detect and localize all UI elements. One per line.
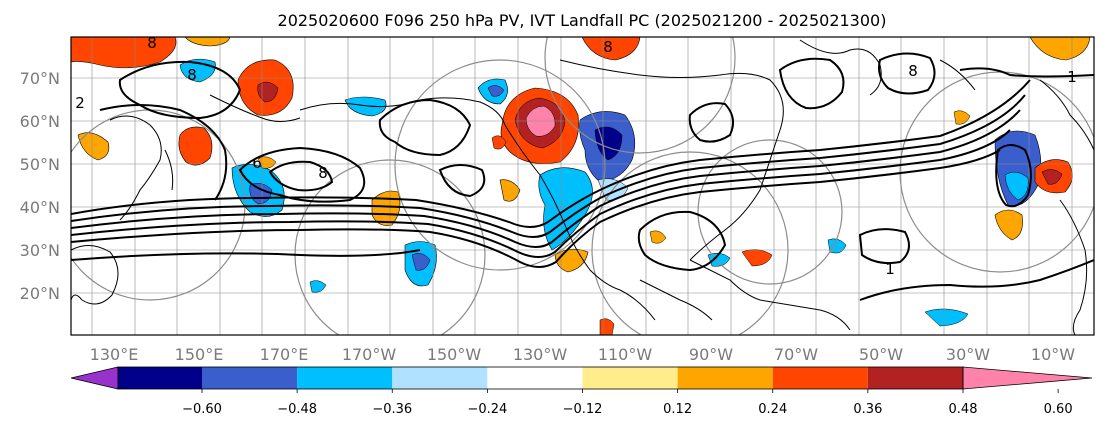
pv-contour-label: 6	[252, 154, 262, 172]
anomaly-region-positive	[178, 126, 213, 166]
lon-label: 50°W	[859, 345, 903, 364]
pv-contour-label: 8	[147, 34, 157, 52]
anomaly-region-negative	[487, 85, 505, 97]
colorbar-tick-label: 0.60	[1044, 402, 1073, 417]
colorbar-tick-label: −0.48	[277, 402, 317, 417]
longitude-labels: 130°E 150°E 170°E 170°W 150°W 130°W 110°…	[90, 345, 1076, 364]
pv-contour-label: 1	[1067, 68, 1077, 86]
colorbar-tick-label: −0.60	[182, 402, 222, 417]
lon-label: 150°W	[427, 345, 482, 364]
pv-contour-labels: 8 8 8 8 8 6 1 1 2	[75, 34, 1077, 278]
anomaly-region-positive	[649, 230, 667, 244]
lon-label: 170°E	[260, 345, 309, 364]
lon-label: 30°W	[946, 345, 990, 364]
colorbar-bin	[677, 367, 773, 389]
anomaly-region-negative	[827, 238, 847, 254]
lon-label: 130°E	[90, 345, 139, 364]
lat-label-70n: 70°N	[20, 69, 60, 88]
colorbar-bins	[118, 367, 963, 389]
lon-label: 110°W	[598, 345, 653, 364]
colorbar-bin	[772, 367, 868, 389]
pv-contour-label: 1	[885, 260, 895, 278]
colorbar-bin	[582, 367, 678, 389]
colorbar-frame	[117, 366, 964, 390]
map-frame	[70, 36, 1095, 336]
anomaly-region-negative	[1004, 171, 1029, 201]
anomaly-region-positive	[499, 179, 521, 202]
lon-label: 150°E	[175, 345, 224, 364]
anomaly-region-negative	[594, 126, 623, 161]
colorbar-bin	[202, 367, 298, 389]
anomaly-region-negative	[411, 253, 431, 271]
lon-label: 130°W	[513, 345, 568, 364]
anomaly-region-positive	[994, 209, 1023, 241]
colorbar-bin	[487, 367, 583, 389]
pv-contour-label: 8	[318, 164, 328, 182]
pv-contour-label: 8	[908, 62, 918, 80]
anomaly-region-positive	[491, 135, 507, 150]
colorbar-under-arrow	[70, 366, 119, 390]
colorbar-bin	[118, 367, 202, 389]
lat-label-40n: 40°N	[20, 198, 60, 217]
lat-label-50n: 50°N	[20, 155, 60, 174]
lon-label: 70°W	[774, 345, 818, 364]
anomaly-region-positive	[71, 37, 177, 69]
lat-label-20n: 20°N	[20, 284, 60, 303]
anomaly-region-positive	[257, 81, 279, 103]
colorbar-tick-label: 0.12	[663, 402, 692, 417]
colorbar-over-arrow	[962, 366, 1093, 390]
colorbar-tick-label: −0.12	[563, 402, 603, 417]
lon-label: 10°W	[1031, 345, 1075, 364]
anomaly-region-positive	[1029, 37, 1091, 61]
pv-contour-label: 8	[187, 66, 197, 84]
colorbar-tick-label: 0.36	[853, 402, 882, 417]
lat-label-30n: 30°N	[20, 241, 60, 260]
latitude-labels: 70°N 60°N 50°N 40°N 30°N 20°N	[20, 69, 60, 303]
colorbar-tick-label: −0.36	[372, 402, 412, 417]
lon-label: 170°W	[342, 345, 397, 364]
pv-contour-label: 8	[603, 38, 613, 56]
anomaly-region-negative	[309, 280, 327, 293]
anomaly-region-positive	[77, 132, 110, 161]
anomaly-region-positive	[599, 318, 615, 335]
colorbar-tick-label: 0.48	[949, 402, 978, 417]
colorbar-bin	[392, 367, 488, 389]
colorbar-ticks: −0.60 −0.48 −0.36 −0.24 −0.12 0.12 0.24 0.36 0.4…	[182, 389, 1073, 417]
anomaly-region-positive	[1041, 169, 1063, 185]
pv-contours	[71, 52, 1094, 301]
colorbar: −0.60 −0.48 −0.36 −0.24 −0.12 0.12 0.24 0.36 0.4…	[70, 366, 1093, 417]
lon-label: 90°W	[689, 345, 733, 364]
lat-label-60n: 60°N	[20, 112, 60, 131]
map-panel: 8 8 8 8 8 6 1 1 2	[71, 34, 1094, 335]
pv-contour-label: 2	[75, 94, 85, 112]
graticule	[71, 37, 1094, 335]
anomaly-region-positive	[257, 156, 277, 169]
anomaly-region-positive	[184, 37, 231, 47]
colorbar-tick-label: 0.24	[758, 402, 787, 417]
colorbar-bin	[297, 367, 393, 389]
colorbar-bin	[867, 367, 963, 389]
figure-title: 2025020600 F096 250 hPa PV, IVT Landfall…	[278, 11, 887, 30]
colorbar-tick-label: −0.24	[467, 402, 507, 417]
anomaly-region-negative	[924, 308, 969, 327]
anomaly-region-positive	[581, 37, 641, 61]
anomaly-region-negative	[344, 96, 387, 117]
